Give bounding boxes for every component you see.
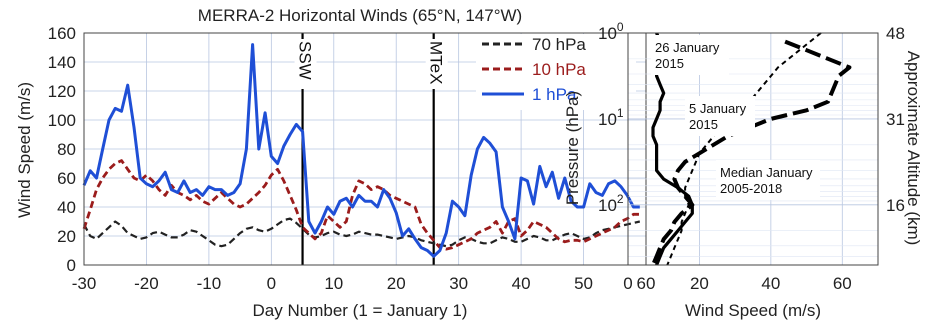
right-x-tick-label: 40 <box>761 274 780 293</box>
right-y-tick-label: 101 <box>598 106 624 129</box>
left-y-tick-label: 20 <box>57 227 76 246</box>
profile-label-background <box>716 160 820 200</box>
right-x-tick-label: 20 <box>690 274 709 293</box>
right-altitude-tick-label: 31 <box>886 110 905 129</box>
left-y-tick-label: 80 <box>57 140 76 159</box>
left-series-lines <box>82 43 641 258</box>
left-y-tick-label: 40 <box>57 198 76 217</box>
tick-exponent: 2 <box>617 192 624 206</box>
wind-time-series-chart: MERRA-2 Horizontal Winds (65°N, 147°W) S… <box>15 6 655 320</box>
right-y-axis-label: Pressure (hPa) <box>563 91 582 205</box>
right-profile-line <box>666 32 822 266</box>
left-y-axis-label: Wind Speed (m/s) <box>15 82 34 218</box>
right-altitude-axis-label: Approximate Altitude (km) <box>904 51 923 246</box>
legend-label: 1 hPa <box>532 85 577 104</box>
event-lines: SSW MTeX <box>294 33 448 265</box>
right-altitude-tick-label: 16 <box>886 196 905 215</box>
left-y-tick-label: 60 <box>57 169 76 188</box>
right-x-tick-labels: 0 20 40 60 <box>623 274 851 293</box>
left-series-line <box>82 43 640 258</box>
left-x-tick-label: -10 <box>197 274 222 293</box>
profile-label: 5 January 2015 <box>689 101 747 132</box>
left-y-tick-label: 160 <box>48 24 76 43</box>
left-x-tick-labels: -30 -20 -10 0 10 20 30 40 50 60 <box>72 274 656 293</box>
left-chart-title: MERRA-2 Horizontal Winds (65°N, 147°W) <box>198 6 522 25</box>
left-legend: 70 hPa 10 hPa 1 hPa <box>476 34 636 110</box>
right-altitude-tick-label: 48 <box>886 24 905 43</box>
left-x-tick-label: 20 <box>387 274 406 293</box>
legend-label: 70 hPa <box>532 35 586 54</box>
left-y-tick-label: 0 <box>67 256 76 275</box>
event-label-background <box>425 39 448 89</box>
left-series-line <box>82 159 640 251</box>
left-x-tick-label: 50 <box>574 274 593 293</box>
left-plot-frame <box>83 32 647 266</box>
left-y-tick-label: 140 <box>48 53 76 72</box>
left-x-tick-label: 60 <box>637 274 656 293</box>
profile-label-background <box>651 35 729 75</box>
right-x-axis-label: Wind Speed (m/s) <box>685 301 821 320</box>
event-label-background <box>294 39 317 89</box>
tick-base: 10 <box>598 24 617 43</box>
legend-background <box>476 34 636 110</box>
right-profile-line <box>651 39 852 266</box>
tick-exponent: 1 <box>617 106 624 120</box>
legend-label: 10 hPa <box>532 60 586 79</box>
right-x-tick-label: 0 <box>623 274 632 293</box>
profile-label-background <box>685 96 755 136</box>
right-y-tick-label: 102 <box>598 192 624 215</box>
right-x-tick-label: 60 <box>833 274 852 293</box>
event-label-group: MTeX <box>425 39 448 89</box>
right-plot-frame <box>627 32 879 266</box>
profile-label: 26 January 2015 <box>655 40 720 71</box>
left-x-tick-label: 30 <box>449 274 468 293</box>
left-y-tick-label: 100 <box>48 111 76 130</box>
event-label: MTeX <box>427 41 446 84</box>
left-x-tick-label: 10 <box>324 274 343 293</box>
left-x-tick-label: 0 <box>267 274 276 293</box>
right-y-tick-label: 100 <box>598 20 624 43</box>
left-x-axis-label: Day Number (1 = January 1) <box>253 301 468 320</box>
left-x-tick-label: 40 <box>512 274 531 293</box>
right-series-labels: 26 January 2015 5 January 2015 Median Januar… <box>651 35 820 200</box>
profile-label: Median January 2005-2018 <box>720 165 813 196</box>
tick-base: 10 <box>598 196 617 215</box>
tick-exponent: 0 <box>617 20 624 34</box>
right-altitude-tick-labels: 48 31 16 <box>886 24 905 215</box>
event-label: SSW <box>296 41 315 80</box>
left-x-tick-label: -30 <box>72 274 97 293</box>
left-x-tick-label: -20 <box>134 274 159 293</box>
tick-base: 10 <box>598 110 617 129</box>
left-series-line <box>83 217 641 248</box>
event-label-group: SSW <box>294 39 317 89</box>
left-y-tick-labels: 0 20 40 60 80 100 120 140 160 <box>48 24 76 275</box>
left-y-tick-label: 120 <box>48 82 76 101</box>
